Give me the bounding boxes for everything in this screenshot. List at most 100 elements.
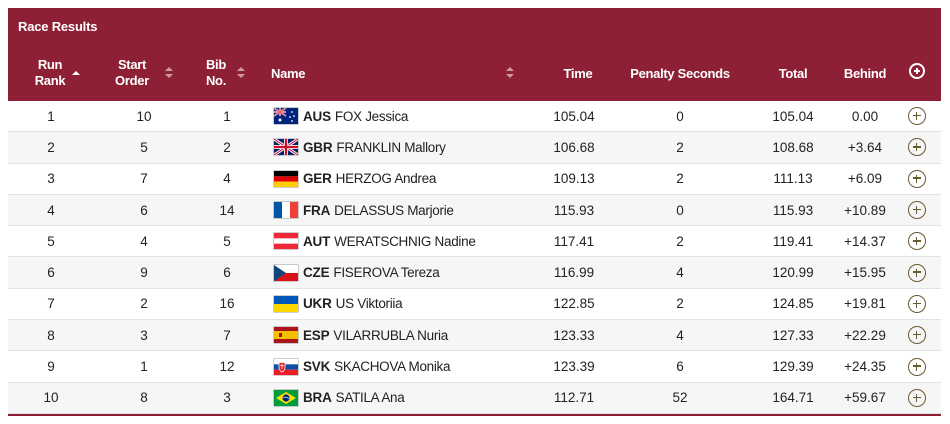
country-code: GBR: [303, 139, 333, 155]
results-table-body: 1 10 1 AUS FOX Jessica 105.04 0 105.04 0…: [8, 101, 941, 414]
behind-value: 0.00: [851, 108, 879, 124]
bib-number-value: 5: [223, 233, 231, 249]
header-penalty-seconds[interactable]: Penalty Seconds: [630, 65, 730, 81]
time-value: 123.33: [553, 327, 595, 343]
country-code: CZE: [303, 265, 330, 281]
bib-number-value: 1: [223, 108, 231, 124]
run-rank-value: 10: [43, 390, 59, 406]
expand-plus-circle-icon[interactable]: [908, 294, 926, 313]
expand-row-cell: [906, 351, 928, 381]
table-header: Run Rank Start Order Bib No. Name Time Pena…: [8, 45, 941, 101]
athlete-cell: GBR FRANKLIN Mallory: [273, 132, 534, 162]
athlete-name[interactable]: FOX Jessica: [334, 108, 409, 124]
flag-icon: [274, 295, 298, 312]
table-row[interactable]: 10 8 3 BRA SATILA Ana 112.71 52 164.71 +…: [8, 382, 941, 414]
behind-value: +3.64: [847, 139, 883, 155]
expand-row-cell: [906, 289, 928, 319]
sort-name-icon[interactable]: [506, 67, 514, 78]
country-code: ESP: [303, 327, 330, 343]
table-row[interactable]: 3 7 4 GER HERZOG Andrea 109.13 2 111.13 …: [8, 164, 941, 195]
time-value: 117.41: [553, 233, 595, 249]
athlete-name[interactable]: WERATSCHNIG Nadine: [334, 233, 476, 249]
sort-run-rank-icon[interactable]: [72, 71, 80, 82]
table-row[interactable]: 7 2 16 UKR US Viktoriia 122.85 2 124.85 …: [8, 289, 941, 321]
athlete-name[interactable]: SKACHOVA Monika: [334, 359, 451, 375]
athlete-name[interactable]: HERZOG Andrea: [335, 171, 437, 187]
country-code: AUT: [303, 233, 331, 249]
total-value: 164.71: [772, 390, 814, 406]
flag-icon: [274, 389, 298, 406]
athlete-cell: BRA SATILA Ana: [274, 383, 534, 413]
expand-plus-circle-icon[interactable]: [908, 169, 926, 188]
expand-plus-circle-icon[interactable]: [908, 138, 926, 157]
start-order-value: 9: [140, 265, 148, 281]
table-row[interactable]: 8 3 7 ESP VILARRUBLA Nuria 123.33 4 127.…: [8, 320, 941, 352]
header-start-line2: Order: [115, 73, 149, 88]
athlete-cell: ESP VILARRUBLA Nuria: [274, 320, 534, 350]
expand-plus-circle-icon[interactable]: [908, 232, 926, 251]
start-order-value: 3: [140, 327, 148, 343]
expand-plus-circle-icon[interactable]: [908, 201, 926, 220]
header-behind[interactable]: Behind: [843, 65, 887, 81]
bib-number-value: 12: [219, 359, 235, 375]
header-total[interactable]: Total: [778, 65, 808, 81]
athlete-name[interactable]: FRANKLIN Mallory: [336, 139, 446, 155]
start-order-value: 1: [140, 359, 148, 375]
expand-plus-circle-icon[interactable]: [908, 263, 926, 282]
table-row[interactable]: 1 10 1 AUS FOX Jessica 105.04 0 105.04 0…: [8, 101, 941, 133]
table-row[interactable]: 2 5 2 GBR FRANKLIN Mallory 106.68 2 108.…: [8, 132, 941, 164]
sort-start-order-icon[interactable]: [165, 67, 173, 78]
total-value: 129.39: [772, 359, 814, 375]
penalty-seconds-value: 2: [676, 171, 684, 187]
bib-number-value: 16: [219, 296, 235, 312]
run-rank-value: 4: [47, 202, 55, 218]
race-results-widget: Race Results Run Rank Start Order Bib No. N…: [8, 8, 941, 416]
time-value: 123.39: [553, 359, 595, 375]
header-start-order[interactable]: Start Order: [108, 45, 156, 101]
table-row[interactable]: 5 4 5 AUT WERATSCHNIG Nadine 117.41 2 11…: [8, 226, 941, 258]
athlete-name[interactable]: US Viktoriia: [335, 296, 403, 312]
sort-bib-icon[interactable]: [237, 67, 245, 78]
flag-icon: [274, 202, 298, 219]
header-run-rank[interactable]: Run Rank: [22, 45, 78, 101]
header-bib-no[interactable]: Bib No.: [196, 45, 236, 101]
penalty-seconds-value: 6: [676, 359, 684, 375]
athlete-cell: AUT WERATSCHNIG Nadine: [274, 226, 534, 256]
flag-icon: [273, 138, 299, 157]
bib-number-value: 4: [223, 171, 231, 187]
header-name[interactable]: Name: [271, 45, 331, 101]
behind-value: +10.89: [844, 202, 886, 218]
expand-plus-circle-icon[interactable]: [908, 357, 926, 376]
header-name-label: Name: [271, 65, 306, 81]
athlete-name[interactable]: FISEROVA Tereza: [333, 265, 440, 281]
total-value: 127.33: [772, 327, 814, 343]
expand-plus-circle-icon[interactable]: [908, 388, 926, 407]
expand-plus-circle-icon[interactable]: [908, 326, 926, 345]
bib-number-value: 14: [219, 202, 235, 218]
start-order-value: 10: [136, 108, 152, 124]
bib-number-value: 2: [223, 139, 231, 155]
table-row[interactable]: 9 1 12 SVK SKACHOVA Monika 123.39 6 129.…: [8, 351, 941, 383]
header-time[interactable]: Time: [563, 65, 593, 81]
athlete-name[interactable]: DELASSUS Marjorie: [334, 202, 454, 218]
athlete-name[interactable]: SATILA Ana: [335, 390, 405, 406]
total-value: 115.93: [772, 202, 814, 218]
behind-value: +6.09: [847, 171, 883, 187]
behind-value: +15.95: [844, 265, 886, 281]
country-code: BRA: [303, 390, 332, 406]
behind-value: +22.29: [844, 327, 886, 343]
behind-value: +24.35: [844, 359, 886, 375]
start-order-value: 7: [140, 171, 148, 187]
athlete-cell: AUS FOX Jessica: [273, 101, 534, 131]
expand-all-plus-circle-icon[interactable]: [909, 63, 925, 79]
time-value: 109.13: [553, 171, 595, 187]
table-row[interactable]: 6 9 6 CZE FISEROVA Tereza 116.99 4 120.9…: [8, 257, 941, 289]
expand-plus-circle-icon[interactable]: [908, 107, 926, 126]
table-row[interactable]: 4 6 14 FRA DELASSUS Marjorie 115.93 0 11…: [8, 194, 941, 227]
penalty-seconds-value: 0: [676, 202, 684, 218]
athlete-name[interactable]: VILARRUBLA Nuria: [333, 327, 448, 343]
expand-row-cell: [906, 164, 928, 194]
run-rank-value: 6: [47, 265, 55, 281]
country-code: GER: [303, 171, 332, 187]
bib-number-value: 3: [223, 390, 231, 406]
